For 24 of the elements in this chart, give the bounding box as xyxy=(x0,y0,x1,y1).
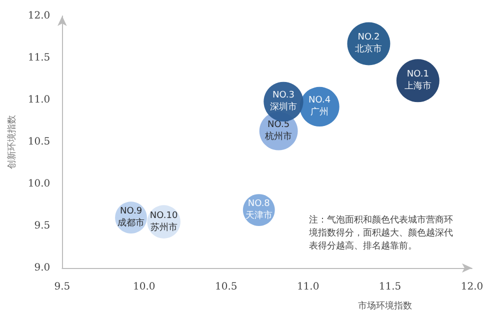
annotation: 注：气泡面积和颜色代表城市营商环境指数得分，面积越大、颜色越深代表得分越高、排名越靠前。 xyxy=(308,214,453,252)
y-tick-label: 10.0 xyxy=(28,178,50,190)
series-label: NO.3 深圳市 xyxy=(270,90,297,113)
x-tick-label: 11.0 xyxy=(296,282,320,292)
x-axis-title: 市场环境指数 xyxy=(358,300,412,312)
x-tick-label: 10.0 xyxy=(133,282,156,292)
series-label: NO.2 北京市 xyxy=(355,32,382,55)
y-tick-label: 10.5 xyxy=(28,136,50,148)
y-tick-label: 11.5 xyxy=(28,52,50,64)
y-tick-label: 12.0 xyxy=(28,10,50,22)
series-label: NO.10 苏州市 xyxy=(150,210,178,233)
series-label: NO.5 杭州市 xyxy=(264,120,292,142)
x-tick-label: 12.0 xyxy=(460,282,484,292)
y-tick-label: 11.0 xyxy=(28,94,50,106)
y-tick-label: 9.5 xyxy=(34,220,50,232)
y-axis-title: 创新环境指数 xyxy=(6,115,18,169)
series-label: NO.8 天津市 xyxy=(245,199,272,222)
x-tick-label: 11.5 xyxy=(378,282,402,292)
x-tick-label: 9.5 xyxy=(54,282,70,292)
series-label: NO.1 上海市 xyxy=(404,70,432,92)
y-tick-label: 9.0 xyxy=(34,262,50,274)
series-label: NO.9 成都市 xyxy=(118,206,145,229)
series-label: NO.4 广州 xyxy=(308,96,331,118)
x-tick-label: 10.5 xyxy=(214,282,238,292)
